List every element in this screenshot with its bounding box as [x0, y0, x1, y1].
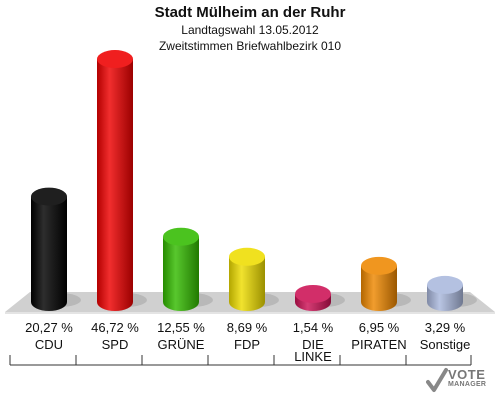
logo-line-2: MANAGER: [448, 381, 487, 388]
bar-top: [427, 275, 463, 294]
bar-top: [229, 247, 265, 266]
bar-top: [295, 284, 331, 303]
bar-top: [163, 227, 199, 246]
bar-top: [97, 50, 133, 69]
category-label: DIE: [302, 337, 324, 352]
chart-subtitle-date: Landtagswahl 13.05.2012: [181, 23, 319, 37]
value-label: 3,29 %: [425, 320, 466, 335]
category-label: Sonstige: [420, 337, 471, 352]
category-label: LINKE: [294, 349, 332, 364]
value-label: 1,54 %: [293, 320, 334, 335]
bar-spd: [97, 50, 133, 311]
category-label: GRÜNE: [158, 337, 205, 352]
logo-line-1: VOTE: [448, 367, 486, 382]
chart-titles: Stadt Mülheim an der Ruhr Landtagswahl 1…: [0, 4, 500, 54]
value-label: 8,69 %: [227, 320, 268, 335]
category-label: SPD: [102, 337, 129, 352]
value-label: 46,72 %: [91, 320, 139, 335]
bar-body: [31, 196, 67, 311]
bar-die-linke: [295, 284, 331, 311]
value-label: 6,95 %: [359, 320, 400, 335]
category-label: FDP: [234, 337, 260, 352]
bar-body: [229, 256, 265, 311]
vote-manager-logo: VOTE MANAGER: [426, 366, 498, 398]
chart-title: Stadt Mülheim an der Ruhr: [154, 4, 346, 21]
bar-body: [163, 236, 199, 311]
bar-top: [361, 256, 397, 275]
bar-cdu: [31, 187, 67, 311]
bar-body: [361, 265, 397, 311]
bar-top: [31, 187, 67, 206]
value-label: 20,27 %: [25, 320, 73, 335]
bar-fdp: [229, 247, 265, 311]
bar-piraten: [361, 256, 397, 311]
bar-grüne: [163, 227, 199, 311]
bar-body: [97, 59, 133, 311]
category-label: CDU: [35, 337, 63, 352]
chart-floor-edge: [5, 312, 495, 314]
bar-sonstige: [427, 275, 463, 311]
value-label: 12,55 %: [157, 320, 205, 335]
chart-subtitle-district: Zweitstimmen Briefwahlbezirk 010: [158, 39, 342, 53]
category-label: PIRATEN: [351, 337, 406, 352]
checkmark-icon: [426, 368, 448, 392]
